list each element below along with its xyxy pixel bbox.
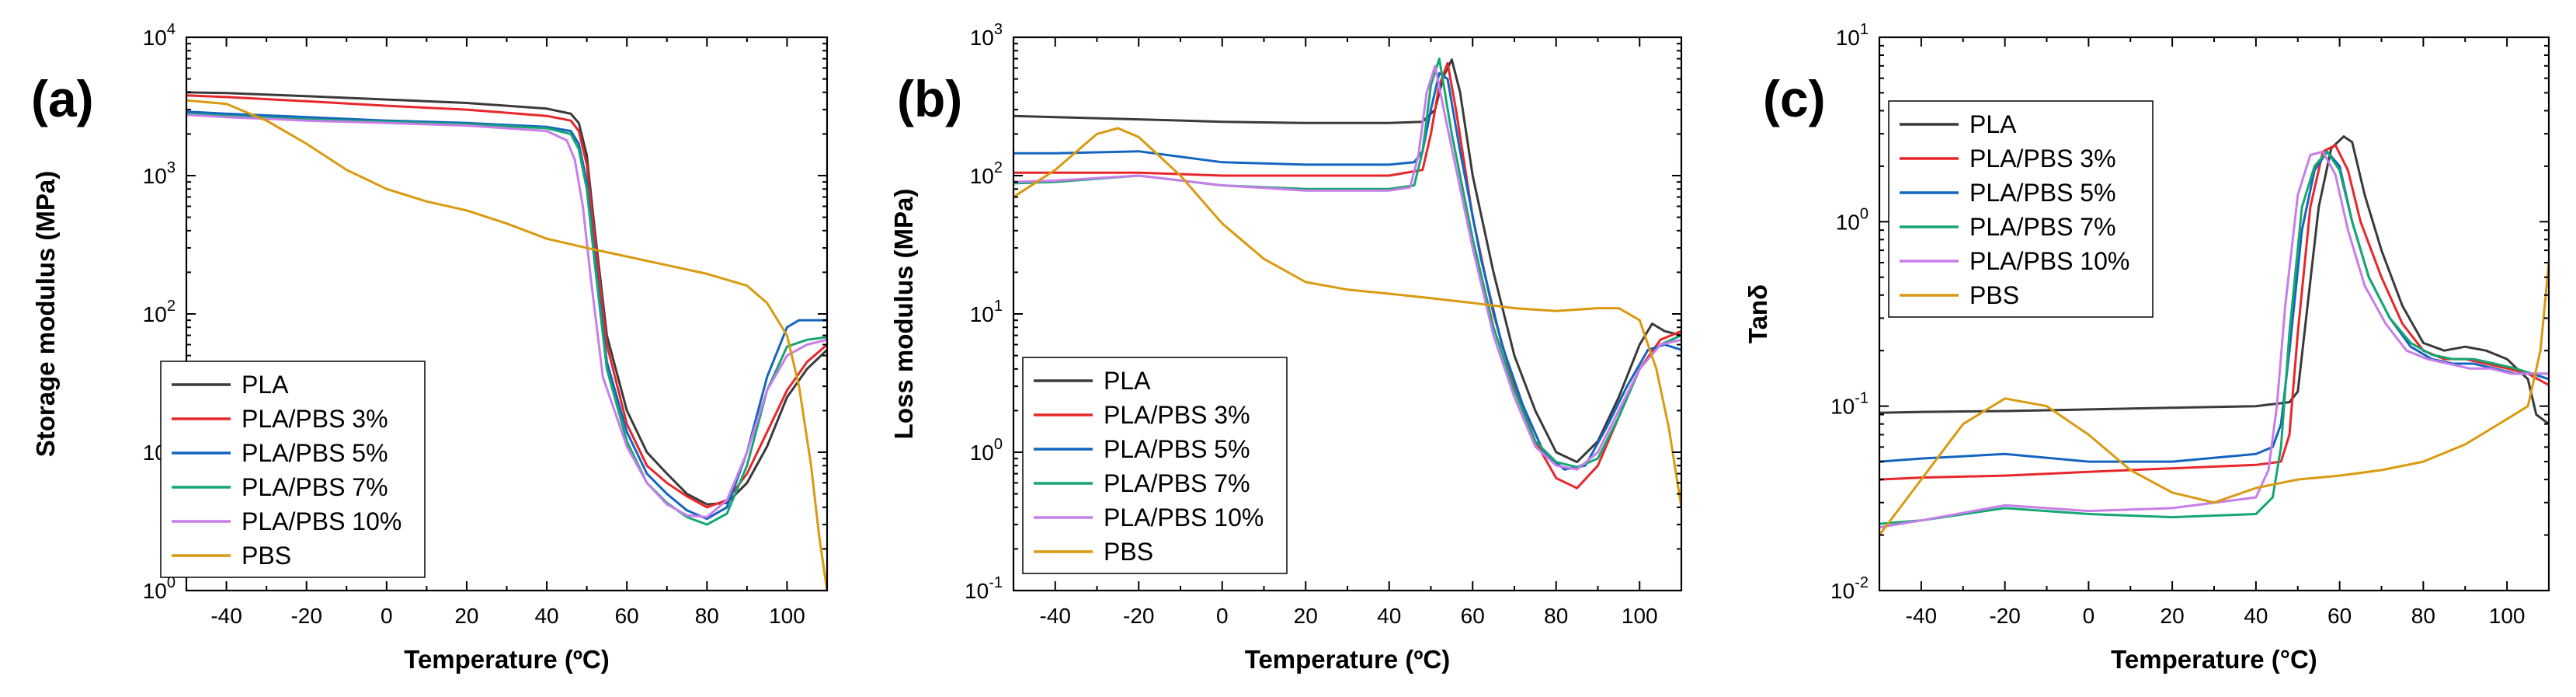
legend-label-pla-pbs-7: PLA/PBS 7% [1104,469,1250,497]
y-axis-title: Tanδ [1743,284,1772,343]
x-tick-label: 60 [2327,604,2352,628]
series-line-pla [1013,58,1681,464]
series-group [186,91,827,591]
x-tick-label: 100 [769,604,805,628]
x-tick-label: 20 [2161,604,2185,628]
x-axis-title: Temperature (ºC) [404,645,609,674]
series-line-pla-pbs-5 [1013,71,1681,471]
series-line-pla [1879,135,2549,426]
series-line-pla-pbs-5 [186,110,827,521]
panel-label: (b) [897,70,962,127]
legend-label-pla-pbs-3: PLA/PBS 3% [242,405,388,433]
legend-box [1888,100,2154,318]
legend-label-pla: PLA [1104,367,1151,395]
x-tick-label: 40 [1377,604,1401,628]
y-tick-label: 101 [1836,21,1869,50]
series-line-pla-pbs-3 [186,94,827,509]
x-axis-title: Temperature (°C) [2111,645,2317,674]
legend: PLA PLA/PBS 3% PLA/PBS 5% PLA/PBS 7% PLA/PBS… [1022,357,1288,574]
legend-label-pla: PLA [1969,110,2017,138]
x-tick-label: 80 [2411,604,2435,628]
x-tick-label: -20 [1123,604,1154,628]
legend-label-pla: PLA [242,371,289,399]
x-tick-label: 80 [695,604,719,628]
chart-panel-2: -40 -20 0 20 40 60 80 100 10-1 100 101 102 103 Temper… [889,21,1683,674]
x-tick-label: 80 [1544,604,1568,628]
legend-label-pla-pbs-7: PLA/PBS 7% [1969,213,2116,241]
legend-box [1022,357,1288,574]
series-line-pbs [186,99,827,591]
series-line-pla-pbs-3 [1879,144,2549,481]
panel-label: (c) [1763,70,1826,127]
x-tick-label: 20 [1294,604,1318,628]
y-tick-label: 103 [970,21,1003,50]
series-line-pla-pbs-10 [186,113,827,518]
y-tick-label: 10-2 [1830,574,1869,603]
y-tick-label: 100 [143,574,176,603]
legend-label-pla-pbs-10: PLA/PBS 10% [1969,247,2129,275]
x-axis-title: Temperature (ºC) [1245,645,1450,674]
legend-label-pla-pbs-5: PLA/PBS 5% [242,439,388,467]
y-axis-title: Storage modulus (MPa) [31,171,60,458]
y-tick-label: 100 [970,436,1003,465]
y-tick-label: 102 [970,159,1003,188]
series-line-pla-pbs-10 [1879,150,2549,529]
x-tick-label: 60 [615,604,639,628]
x-tick-label: -40 [210,604,242,628]
legend-label-pbs: PBS [1969,281,2019,309]
legend-label-pla-pbs-5: PLA/PBS 5% [1969,179,2116,207]
x-tick-label: -20 [1989,604,2020,628]
series-line-pbs [1013,127,1681,509]
x-tick-label: -40 [1906,604,1937,628]
x-tick-label: 40 [534,604,558,628]
panel-label: (a) [31,70,94,127]
legend-label-pla-pbs-3: PLA/PBS 3% [1969,145,2116,173]
legend-box [160,361,426,578]
x-tick-label: 0 [1216,604,1229,628]
y-tick-label: 102 [143,298,176,326]
legend-label-pbs: PBS [1104,538,1153,566]
series-line-pla [186,91,827,506]
y-tick-label: 10-1 [1830,390,1869,419]
legend-label-pla-pbs-10: PLA/PBS 10% [242,507,402,535]
x-tick-label: 40 [2244,604,2268,628]
x-tick-label: 0 [381,604,393,628]
series-line-pla-pbs-7 [186,112,827,526]
y-tick-label: 10-1 [965,574,1003,603]
x-tick-label: 60 [1461,604,1485,628]
legend-label-pla-pbs-10: PLA/PBS 10% [1104,504,1264,531]
chart-panel-1: -40-20020406080100100101102103104Tempera… [31,21,829,674]
x-tick-label: -20 [290,604,322,628]
y-tick-label: 103 [143,159,176,188]
series-line-pla-pbs-7 [1879,150,2549,525]
legend-label-pbs: PBS [242,542,291,570]
series-group [1879,135,2549,537]
legend-label-pla-pbs-3: PLA/PBS 3% [1104,401,1250,429]
x-tick-label: -40 [1040,604,1071,628]
legend-label-pla-pbs-5: PLA/PBS 5% [1104,435,1250,463]
legend-label-pla-pbs-7: PLA/PBS 7% [242,473,388,501]
series-line-pbs [1879,261,2549,537]
series-line-pla-pbs-10 [1013,64,1681,471]
x-tick-label: 100 [1622,604,1658,628]
y-axis-title: Loss modulus (MPa) [889,189,918,440]
y-tick-label: 101 [970,298,1003,326]
x-tick-label: 20 [454,604,478,628]
legend: PLA PLA/PBS 3% PLA/PBS 5% PLA/PBS 7% PLA/PBS… [160,361,426,578]
legend: PLA PLA/PBS 3% PLA/PBS 5% PLA/PBS 7% PLA/PBS… [1888,100,2154,318]
chart-panel-3: -40 -20 0 20 40 60 80 100 10-2 10-1 100 101 Temperat… [1743,21,2550,674]
series-group [1013,58,1681,509]
x-tick-label: 100 [2489,604,2526,628]
y-tick-label: 100 [1836,205,1869,234]
series-line-pla-pbs-3 [1013,61,1681,490]
x-tick-label: 0 [2083,604,2095,628]
y-tick-label: 104 [143,21,176,50]
